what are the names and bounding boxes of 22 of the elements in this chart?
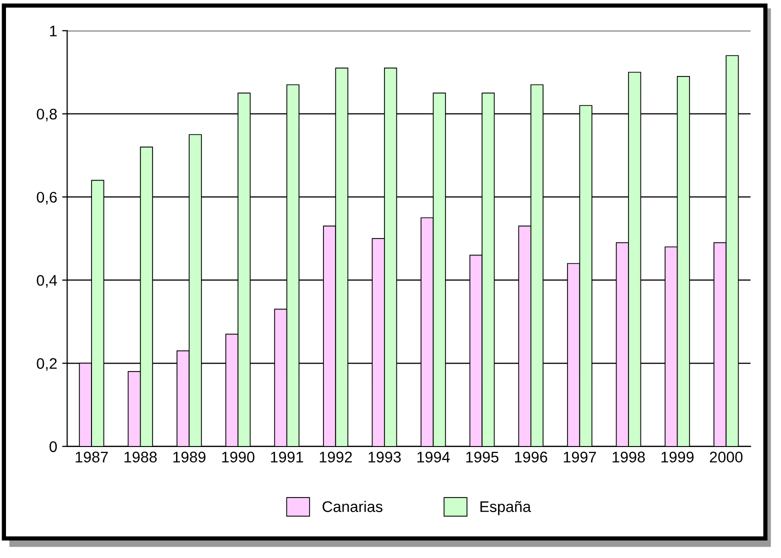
x-tick-label: 1999 (661, 452, 694, 462)
y-tick-label: 0,6 (36, 192, 57, 204)
y-tick-label: 0,8 (36, 108, 57, 122)
x-tick-label: 2000 (710, 452, 743, 462)
x-tick-label: 1987 (76, 452, 108, 462)
x-tick-label: 1996 (515, 452, 548, 462)
x-tick-label: 1988 (124, 452, 157, 462)
x-tick-label: 1989 (173, 452, 206, 462)
x-tick-label: 1992 (320, 452, 352, 462)
legend-label: Canarias (322, 500, 382, 512)
x-tick-label: 1997 (564, 452, 596, 462)
x-tick-label: 1998 (612, 452, 645, 462)
y-tick-label: 0 (50, 441, 57, 452)
y-tick-label: 0,4 (36, 274, 57, 288)
y-tick-label: 0,2 (36, 358, 57, 371)
x-tick-label: 1995 (466, 452, 498, 462)
x-tick-label: 1991 (270, 452, 304, 462)
y-tick-label: 1 (50, 26, 57, 36)
legend-label: España (480, 500, 532, 516)
x-tick-label: 1990 (222, 452, 254, 462)
x-tick-label: 1993 (368, 452, 401, 462)
x-tick-label: 1994 (417, 452, 450, 462)
